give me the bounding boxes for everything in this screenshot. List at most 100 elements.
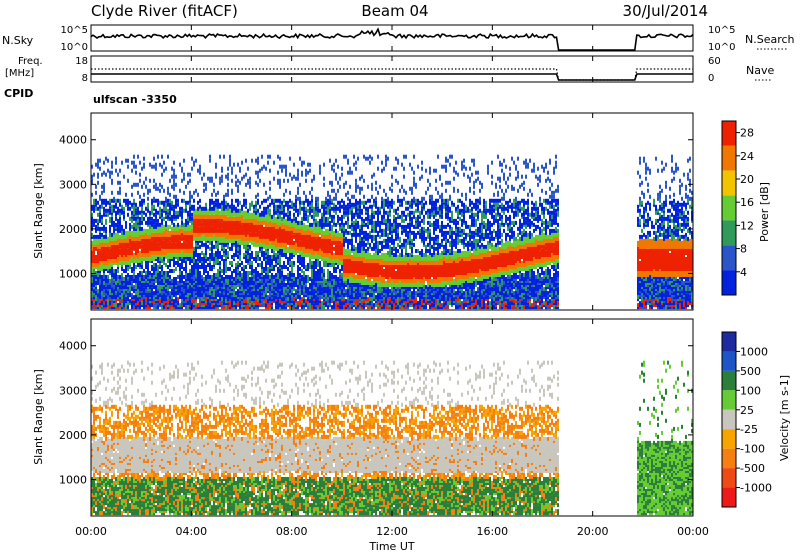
power-cell (257, 171, 259, 175)
power-cell (323, 273, 325, 277)
power-cell (175, 211, 177, 215)
power-cell (189, 213, 191, 217)
power-cell (251, 261, 253, 265)
power-cell (107, 209, 109, 213)
power-cell (333, 231, 335, 235)
power-cell (215, 257, 217, 261)
power-cell (305, 207, 307, 211)
power-cell (117, 303, 119, 307)
power-cell (331, 199, 333, 203)
power-cell (301, 261, 303, 265)
power-cell (257, 213, 259, 217)
power-cell (313, 225, 315, 229)
power-cell (165, 263, 167, 267)
power-cell (259, 179, 261, 183)
power-cell (221, 175, 223, 179)
power-cell (113, 255, 115, 259)
power-cell (329, 221, 331, 225)
power-cell (153, 233, 155, 237)
power-cell (267, 227, 269, 231)
power-cell (117, 199, 119, 203)
power-cell (265, 303, 267, 307)
power-cell (159, 271, 161, 275)
power-cell (263, 183, 265, 187)
power-cell (129, 217, 131, 221)
power-cell (227, 251, 229, 255)
power-cell (145, 271, 147, 275)
power-cell (269, 263, 271, 267)
power-cell (211, 177, 213, 181)
power-cell (101, 275, 103, 279)
power-cell (305, 195, 307, 199)
power-cell (297, 259, 299, 263)
power-cell (325, 289, 327, 293)
power-cell (145, 233, 147, 237)
power-cell (201, 235, 203, 239)
power-cell (135, 257, 137, 261)
power-cell (299, 261, 301, 265)
power-cell (303, 223, 305, 227)
power-cell (149, 225, 151, 229)
power-cell (297, 209, 299, 213)
power-cell (129, 235, 131, 239)
power-cell (101, 263, 103, 267)
power-cell (307, 199, 309, 203)
power-cell (299, 211, 301, 215)
power-cell (211, 257, 213, 261)
power-cell (287, 273, 289, 277)
power-cell (199, 275, 201, 279)
power-cell (275, 253, 277, 257)
power-cell (161, 155, 163, 159)
freq-tick-top: 18 (75, 56, 88, 67)
power-cell (279, 211, 281, 215)
power-cell (311, 271, 313, 275)
power-cell (273, 209, 275, 213)
power-cell (93, 247, 95, 251)
power-cell (279, 303, 281, 307)
power-cell (197, 201, 199, 205)
power-cell (143, 269, 145, 273)
power-cell (227, 203, 229, 207)
power-cell (271, 215, 273, 219)
power-cell (99, 215, 101, 219)
power-cell (181, 179, 183, 183)
power-cell (187, 305, 189, 309)
power-cell (183, 177, 185, 181)
power-cell (167, 215, 169, 219)
power-cell (329, 205, 331, 209)
power-cell (247, 209, 249, 213)
power-cell (241, 301, 243, 305)
power-cell (311, 281, 313, 285)
power-cell (327, 217, 329, 221)
power-cell (101, 227, 103, 231)
power-cell (329, 271, 331, 275)
power-cell (111, 273, 113, 277)
power-cell (245, 257, 247, 261)
power-cell (167, 199, 169, 203)
power-cell (195, 221, 197, 225)
power-cell (231, 255, 233, 259)
power-cell (167, 271, 169, 275)
power-cell (179, 295, 181, 299)
power-cell (163, 293, 165, 297)
power-cell (231, 199, 233, 203)
power-cell (193, 161, 195, 165)
power-cell (247, 167, 249, 171)
power-cell (319, 165, 321, 169)
power-cell (213, 183, 215, 187)
power-cell (227, 183, 229, 187)
power-cell (123, 207, 125, 211)
power-cell (123, 277, 125, 281)
power-cell (263, 275, 265, 279)
power-cell (209, 259, 211, 263)
power-cell (291, 201, 293, 205)
power-cell (185, 243, 187, 247)
power-cell (329, 233, 331, 237)
power-cell (237, 185, 239, 189)
power-cell (275, 283, 277, 287)
power-cell (159, 263, 161, 267)
power-cell (169, 193, 171, 197)
power-cell (93, 173, 95, 177)
power-cell (165, 211, 167, 215)
power-cell (299, 197, 301, 201)
